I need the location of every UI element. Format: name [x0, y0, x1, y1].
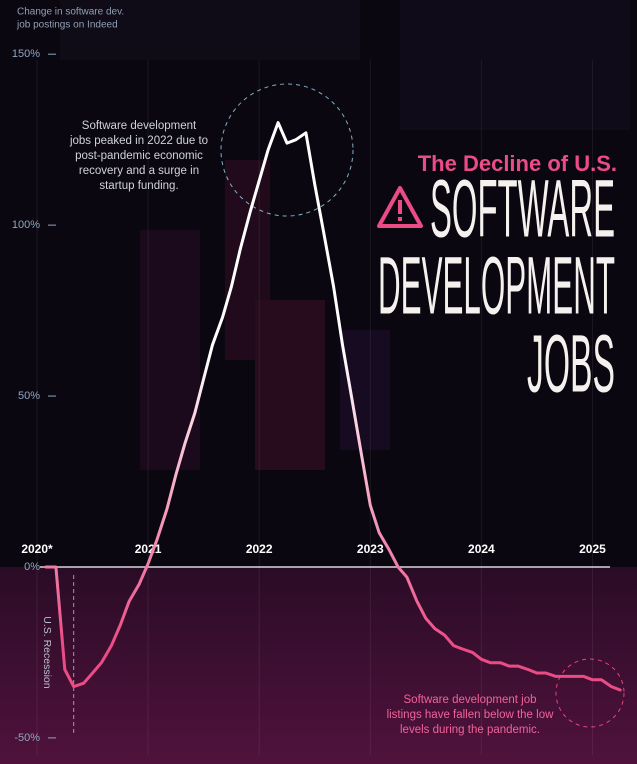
highlight-circle	[220, 83, 354, 217]
x-tick-label: 2022	[246, 542, 273, 556]
highlight-circle	[555, 658, 625, 728]
headline: SOFTWARE	[430, 164, 615, 255]
chart-title: The Decline of U.S.	[418, 151, 617, 176]
data-line	[44, 121, 622, 692]
warning-icon	[377, 186, 423, 228]
y-axis-label: job postings on Indeed	[16, 20, 118, 31]
annotation: startup funding.	[99, 180, 178, 192]
negative-region	[0, 567, 637, 764]
annotation: post-pandemic economic	[75, 150, 203, 162]
background-texture	[60, 0, 630, 470]
x-tick-label: 2025	[579, 542, 606, 556]
annotation: recovery and a surge in	[79, 165, 199, 177]
recession-label: U.S. Recession	[41, 616, 53, 689]
annotation: levels during the pandemic.	[400, 724, 540, 736]
x-tick-label: 2024	[468, 542, 495, 556]
headline: JOBS	[527, 319, 615, 410]
y-tick-label: 150%	[12, 48, 40, 60]
y-tick-label: -50%	[14, 732, 40, 744]
y-tick-label: 50%	[18, 390, 40, 402]
y-axis-label: Change in software dev.	[17, 7, 124, 18]
x-tick-label: 2023	[357, 542, 384, 556]
y-tick-label: 100%	[12, 219, 40, 231]
annotation: Software development	[82, 120, 197, 132]
headline: DEVELOPMENT	[378, 241, 615, 332]
x-tick-label: 2020*	[21, 542, 53, 556]
annotation: jobs peaked in 2022 due to	[69, 135, 208, 147]
y-tick-label: 0%	[24, 561, 40, 573]
annotation: listings have fallen below the low	[387, 709, 555, 721]
annotation: Software development job	[404, 694, 537, 706]
x-tick-label: 2021	[135, 542, 162, 556]
